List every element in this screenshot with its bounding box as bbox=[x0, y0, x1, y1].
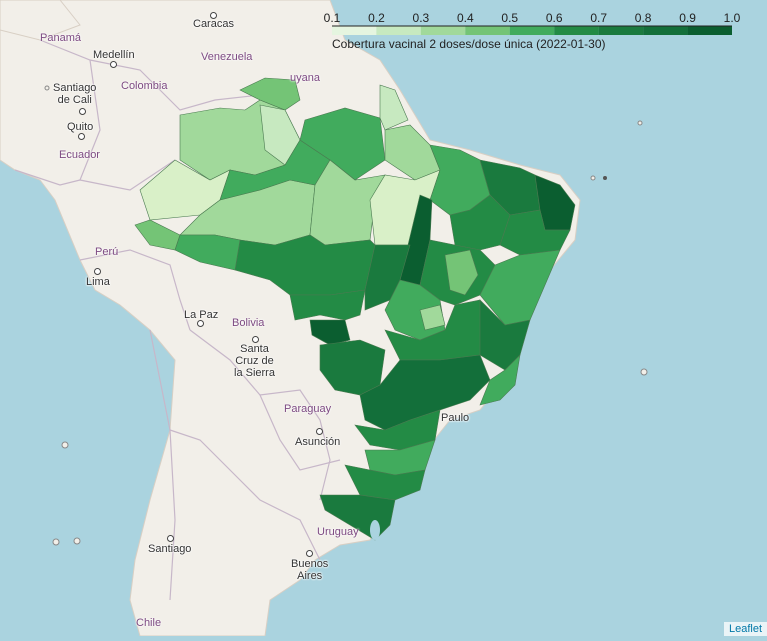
country-label-panama: Panamá bbox=[40, 32, 81, 44]
country-label-peru: Perú bbox=[95, 246, 119, 258]
island bbox=[603, 176, 607, 180]
legend-swatch bbox=[376, 26, 421, 35]
color-legend: Cobertura vacinal 2 doses/dose única (20… bbox=[322, 9, 742, 51]
city-label-caracas: Caracas bbox=[193, 18, 234, 30]
region-rondonia[interactable] bbox=[174, 234, 241, 271]
city-dot-quito bbox=[78, 133, 85, 140]
region-roraima[interactable] bbox=[239, 77, 301, 111]
region-para-north[interactable] bbox=[299, 107, 386, 181]
country-label-bolivia: Bolivia bbox=[232, 317, 265, 329]
country-borders bbox=[14, 39, 341, 601]
legend-swatch bbox=[554, 26, 599, 35]
legend-color-scale bbox=[332, 25, 732, 35]
land-central-america bbox=[0, 0, 81, 41]
country-label-venezuela: Venezuela bbox=[201, 51, 253, 63]
legend-tick-label: 0.4 bbox=[456, 11, 474, 25]
region-amapa[interactable] bbox=[379, 84, 409, 131]
city-label-asuncion: Asunción bbox=[295, 436, 341, 448]
city-label-medellin: Medellín bbox=[93, 49, 135, 61]
city-label-cali: Santiago de Cali bbox=[53, 82, 97, 106]
legend-tick-label: 0.1 bbox=[323, 11, 341, 25]
region-rio-es[interactable] bbox=[479, 354, 521, 406]
country-label-colombia: Colombia bbox=[121, 80, 168, 92]
city-dot-santiago bbox=[167, 535, 174, 542]
leaflet-attribution-link[interactable]: Leaflet bbox=[723, 622, 767, 636]
city-label-la-paz: La Paz bbox=[184, 309, 219, 321]
region-bahia-east[interactable] bbox=[479, 249, 561, 326]
city-dot-medellin bbox=[110, 61, 117, 68]
city-dot-caracas bbox=[210, 12, 217, 19]
region-mt-south[interactable] bbox=[289, 289, 366, 321]
island bbox=[590, 175, 596, 181]
country-label-paraguay: Paraguay bbox=[284, 403, 332, 415]
island bbox=[44, 85, 50, 91]
country-label-guyana: uyana bbox=[290, 72, 320, 84]
legend-tick-label: 0.3 bbox=[412, 11, 430, 25]
legend-tick-label: 0.8 bbox=[634, 11, 652, 25]
country-label-uruguay: Uruguay bbox=[317, 526, 359, 538]
city-dot-la-paz bbox=[197, 320, 204, 327]
city-label-sao-paulo: Paulo bbox=[441, 412, 470, 424]
lagoon bbox=[370, 520, 380, 540]
legend-swatch bbox=[598, 26, 644, 35]
region-bahia-central[interactable] bbox=[444, 249, 479, 296]
region-pernambuco[interactable] bbox=[499, 209, 571, 256]
city-label-santa-cruz: Santa Cruz de la Sierra bbox=[234, 343, 275, 379]
city-label-santiago: Santiago bbox=[148, 543, 192, 555]
legend-tick-label: 0.7 bbox=[590, 11, 607, 25]
legend-tick-label: 0.6 bbox=[545, 11, 563, 25]
legend-swatch bbox=[420, 26, 466, 35]
legend-swatch bbox=[332, 26, 377, 35]
legend-swatch bbox=[509, 26, 555, 35]
region-df[interactable] bbox=[419, 304, 446, 331]
legend-tick-label: 0.9 bbox=[679, 11, 696, 25]
legend-tick-label: 0.2 bbox=[368, 11, 385, 25]
city-dot-santa-cruz bbox=[252, 336, 259, 343]
city-dot-cali bbox=[79, 108, 86, 115]
legend-title: Cobertura vacinal 2 doses/dose única (20… bbox=[332, 37, 606, 51]
city-label-quito: Quito bbox=[67, 121, 94, 133]
island bbox=[637, 120, 643, 126]
island bbox=[640, 368, 648, 376]
country-label-ecuador: Ecuador bbox=[59, 149, 100, 161]
legend-swatch bbox=[687, 26, 732, 35]
island bbox=[73, 537, 81, 545]
legend-tick-label: 1.0 bbox=[723, 11, 741, 25]
legend-tick-label: 0.5 bbox=[501, 11, 519, 25]
city-dot-asuncion bbox=[316, 428, 323, 435]
country-label-chile: Chile bbox=[136, 617, 162, 629]
city-dot-lima bbox=[94, 268, 101, 275]
island bbox=[52, 538, 60, 546]
island bbox=[61, 441, 69, 449]
city-label-lima: Lima bbox=[86, 276, 110, 288]
legend-swatch bbox=[465, 26, 510, 35]
region-sao-paulo[interactable] bbox=[359, 354, 491, 431]
city-label-buenos-aires: Buenos Aires bbox=[291, 558, 329, 582]
region-parana[interactable] bbox=[354, 409, 441, 451]
city-dot-buenos-aires bbox=[306, 550, 313, 557]
legend-swatch bbox=[643, 26, 688, 35]
